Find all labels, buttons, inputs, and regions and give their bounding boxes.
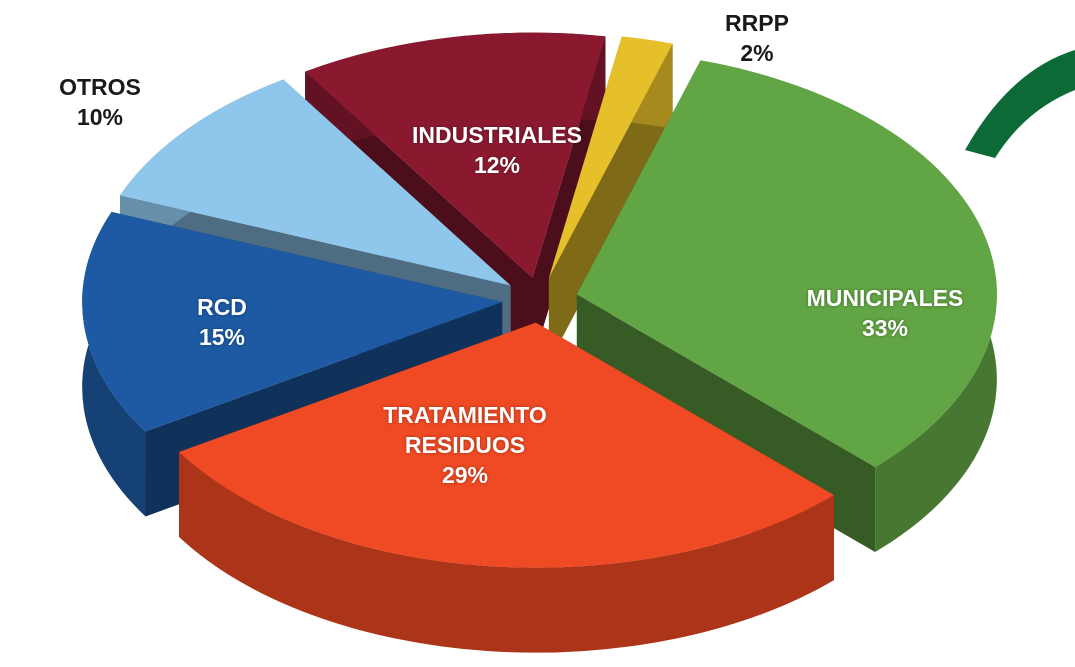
value-label: 2%	[740, 40, 774, 66]
value-label: 10%	[76, 104, 124, 130]
slice-side	[179, 452, 835, 653]
category-label: OTROS	[59, 74, 141, 100]
slice	[82, 211, 503, 432]
category-label: RCD	[197, 294, 247, 320]
slice	[576, 60, 997, 467]
decor-arc	[965, 50, 1075, 158]
slice	[548, 36, 673, 278]
slice-label: INDUSTRIALES 12%	[392, 120, 602, 180]
category-label: RRPP	[725, 10, 789, 36]
category-label: MUNICIPALES	[806, 285, 964, 311]
category-label: TRATAMIENTO RESIDUOS	[383, 402, 547, 458]
value-label: 29%	[441, 462, 489, 488]
slice	[120, 79, 511, 286]
value-label: 15%	[198, 324, 246, 350]
slice-label: OTROS 10%	[0, 72, 205, 132]
category-label: INDUSTRIALES	[412, 122, 582, 148]
slice-label: TRATAMIENTO RESIDUOS 29%	[360, 400, 570, 490]
slice-label: RCD 15%	[117, 292, 327, 352]
value-label: 12%	[473, 152, 521, 178]
slice	[179, 322, 835, 568]
slice	[305, 32, 606, 278]
slice-label: MUNICIPALES 33%	[780, 283, 990, 343]
value-label: 33%	[861, 315, 909, 341]
slice-label: RRPP 2%	[652, 8, 862, 68]
